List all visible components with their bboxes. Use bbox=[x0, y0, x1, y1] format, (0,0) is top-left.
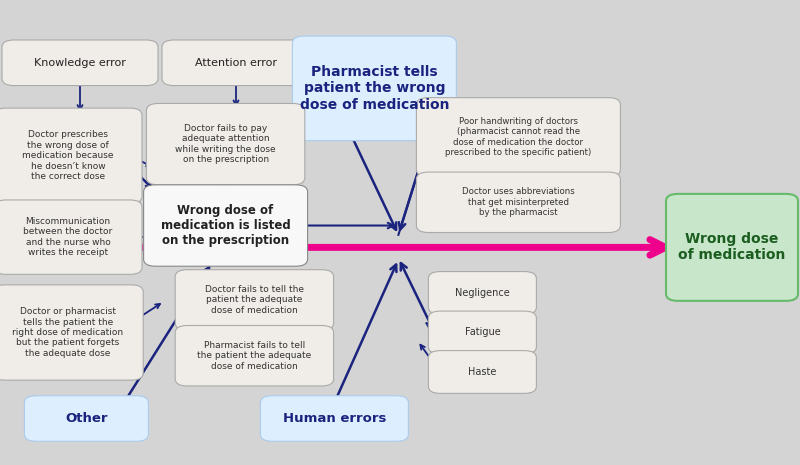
Text: Wrong dose of
medication is listed
on the prescription: Wrong dose of medication is listed on th… bbox=[161, 204, 290, 247]
Text: Wrong dose
of medication: Wrong dose of medication bbox=[678, 232, 786, 262]
FancyBboxPatch shape bbox=[146, 104, 305, 185]
FancyBboxPatch shape bbox=[0, 200, 142, 274]
FancyBboxPatch shape bbox=[429, 272, 536, 314]
FancyBboxPatch shape bbox=[2, 40, 158, 86]
Text: Human errors: Human errors bbox=[282, 412, 386, 425]
Text: Knowledge error: Knowledge error bbox=[34, 58, 126, 68]
Text: Doctor prescribes
the wrong dose of
medication because
he doesn’t know
the corre: Doctor prescribes the wrong dose of medi… bbox=[22, 131, 114, 181]
Text: Doctor uses abbreviations
that get misinterpreted
by the pharmacist: Doctor uses abbreviations that get misin… bbox=[462, 187, 574, 217]
Text: Doctor or pharmacist
tells the patient the
right dose of medication
but the pati: Doctor or pharmacist tells the patient t… bbox=[13, 307, 123, 358]
FancyBboxPatch shape bbox=[175, 326, 334, 386]
FancyBboxPatch shape bbox=[429, 311, 536, 354]
Text: Attention error: Attention error bbox=[195, 58, 277, 68]
Text: Other: Other bbox=[65, 412, 108, 425]
FancyBboxPatch shape bbox=[162, 40, 310, 86]
FancyBboxPatch shape bbox=[24, 396, 149, 441]
Text: Pharmacist tells
patient the wrong
dose of medication: Pharmacist tells patient the wrong dose … bbox=[300, 65, 449, 112]
FancyBboxPatch shape bbox=[0, 285, 143, 380]
FancyBboxPatch shape bbox=[429, 351, 536, 393]
Text: Doctor fails to pay
adequate attention
while writing the dose
on the prescriptio: Doctor fails to pay adequate attention w… bbox=[175, 124, 276, 164]
FancyBboxPatch shape bbox=[175, 270, 334, 330]
FancyBboxPatch shape bbox=[0, 108, 142, 204]
FancyBboxPatch shape bbox=[666, 194, 798, 301]
FancyBboxPatch shape bbox=[416, 98, 621, 177]
Text: Poor handwriting of doctors
(pharmacist cannot read the
dose of medication the d: Poor handwriting of doctors (pharmacist … bbox=[446, 117, 591, 157]
Text: Haste: Haste bbox=[468, 367, 497, 377]
Text: Negligence: Negligence bbox=[455, 288, 510, 298]
Text: Pharmacist fails to tell
the patient the adequate
dose of medication: Pharmacist fails to tell the patient the… bbox=[198, 341, 311, 371]
FancyBboxPatch shape bbox=[260, 396, 408, 441]
FancyBboxPatch shape bbox=[293, 36, 456, 141]
Text: Miscommunication
between the doctor
and the nurse who
writes the receipt: Miscommunication between the doctor and … bbox=[23, 217, 113, 257]
Text: Doctor fails to tell the
patient the adequate
dose of medication: Doctor fails to tell the patient the ade… bbox=[205, 285, 304, 315]
Text: Fatigue: Fatigue bbox=[465, 327, 500, 338]
FancyBboxPatch shape bbox=[416, 172, 621, 232]
FancyBboxPatch shape bbox=[144, 185, 307, 266]
